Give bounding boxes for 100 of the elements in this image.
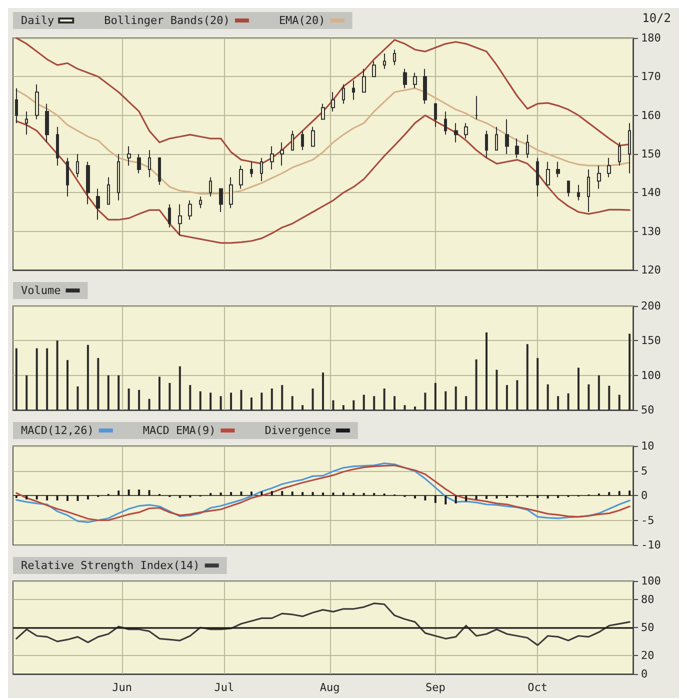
candlestick (209, 176, 212, 198)
legend-label: EMA(20) (278, 14, 326, 27)
bar (312, 492, 314, 496)
candlestick (618, 142, 621, 166)
candlestick (372, 60, 376, 78)
bar (220, 492, 222, 496)
bar (342, 492, 344, 496)
bar (322, 492, 324, 496)
candlestick (546, 161, 550, 186)
bar (148, 490, 150, 496)
candlestick (505, 118, 509, 154)
line-series (16, 37, 630, 164)
bar (628, 490, 631, 496)
bar (36, 496, 38, 500)
candlestick (515, 138, 519, 158)
x-tick-label: Sep (425, 681, 446, 694)
candlestick (495, 126, 498, 151)
bar (118, 490, 120, 496)
candlestick (352, 80, 355, 100)
candlestick (137, 154, 141, 174)
candlestick (96, 188, 100, 220)
candlestick (403, 68, 407, 89)
x-tick-label: Jun (112, 681, 132, 694)
candlestick (250, 161, 253, 178)
candlestick (577, 184, 580, 201)
candlestick (260, 157, 263, 182)
bar (496, 496, 498, 498)
legend-label: MACD(12,26) (20, 424, 94, 437)
bar (138, 490, 140, 496)
bar (444, 496, 447, 504)
bar (332, 492, 334, 496)
y-tick-label: 170 (641, 70, 661, 84)
candlestick (66, 157, 69, 198)
candlestick (413, 72, 417, 89)
legend-label: Daily (20, 14, 54, 27)
y-tick-label: 130 (641, 224, 661, 238)
bar (546, 496, 549, 498)
candlestick (475, 96, 478, 120)
candlestick (280, 142, 284, 166)
candlestick (86, 161, 90, 205)
candlestick (485, 130, 488, 158)
legend-label: Relative Strength Index(14) (20, 559, 200, 572)
y-tick-label: -10 (641, 538, 661, 552)
candlestick (331, 92, 335, 112)
candlestick (219, 188, 223, 212)
bar (76, 496, 79, 501)
candlestick (76, 154, 79, 178)
candlestick (393, 49, 396, 66)
candlestick (607, 157, 611, 178)
candlestick (311, 126, 315, 147)
bar (454, 496, 457, 504)
candlestick (597, 165, 601, 190)
legend-label: MACD EMA(9) (142, 424, 216, 437)
y-tick-label: 10 (641, 440, 654, 452)
candlestick (321, 103, 325, 120)
y-tick-label: 100 (641, 574, 661, 588)
candlestick (567, 180, 570, 198)
text: 10/2 (642, 11, 672, 25)
bar (465, 496, 468, 502)
candlestick (291, 130, 294, 151)
candlestick (56, 126, 59, 166)
y-tick-label: 50 (641, 404, 654, 416)
line-series (16, 602, 630, 646)
candlestick (15, 88, 18, 124)
candlestick (587, 168, 590, 212)
candlestick (25, 110, 28, 136)
bar (486, 496, 488, 499)
candlestick (454, 122, 458, 143)
candlestick (229, 176, 233, 209)
bar (260, 492, 263, 496)
y-tick-label: 5 (641, 464, 648, 478)
candlestick (383, 52, 386, 70)
bar (475, 496, 478, 500)
y-tick-label: 100 (641, 368, 661, 382)
bar (302, 492, 304, 496)
bar (270, 491, 273, 496)
candlestick (536, 157, 539, 198)
candlestick (628, 122, 631, 174)
y-tick-label: 200 (641, 300, 661, 312)
bar (281, 491, 284, 496)
x-tick-label: Jul (214, 681, 234, 694)
bar (230, 492, 232, 496)
candlestick (148, 150, 151, 178)
candlestick (423, 68, 427, 104)
candlestick (199, 196, 202, 209)
candlestick (35, 84, 39, 120)
candlestick (556, 161, 560, 178)
candlestick (127, 146, 131, 166)
candlestick (464, 122, 468, 140)
y-tick-label: 160 (641, 108, 661, 122)
bar (618, 491, 620, 496)
candlestick (239, 165, 243, 190)
bar (66, 496, 69, 501)
bar (414, 496, 416, 498)
y-tick-label: -5 (641, 514, 654, 527)
bar (56, 496, 58, 500)
y-tick-label: 80 (641, 593, 654, 606)
line-series (16, 114, 630, 244)
legend-label: Divergence (264, 424, 331, 437)
y-tick-label: 0 (641, 489, 648, 502)
